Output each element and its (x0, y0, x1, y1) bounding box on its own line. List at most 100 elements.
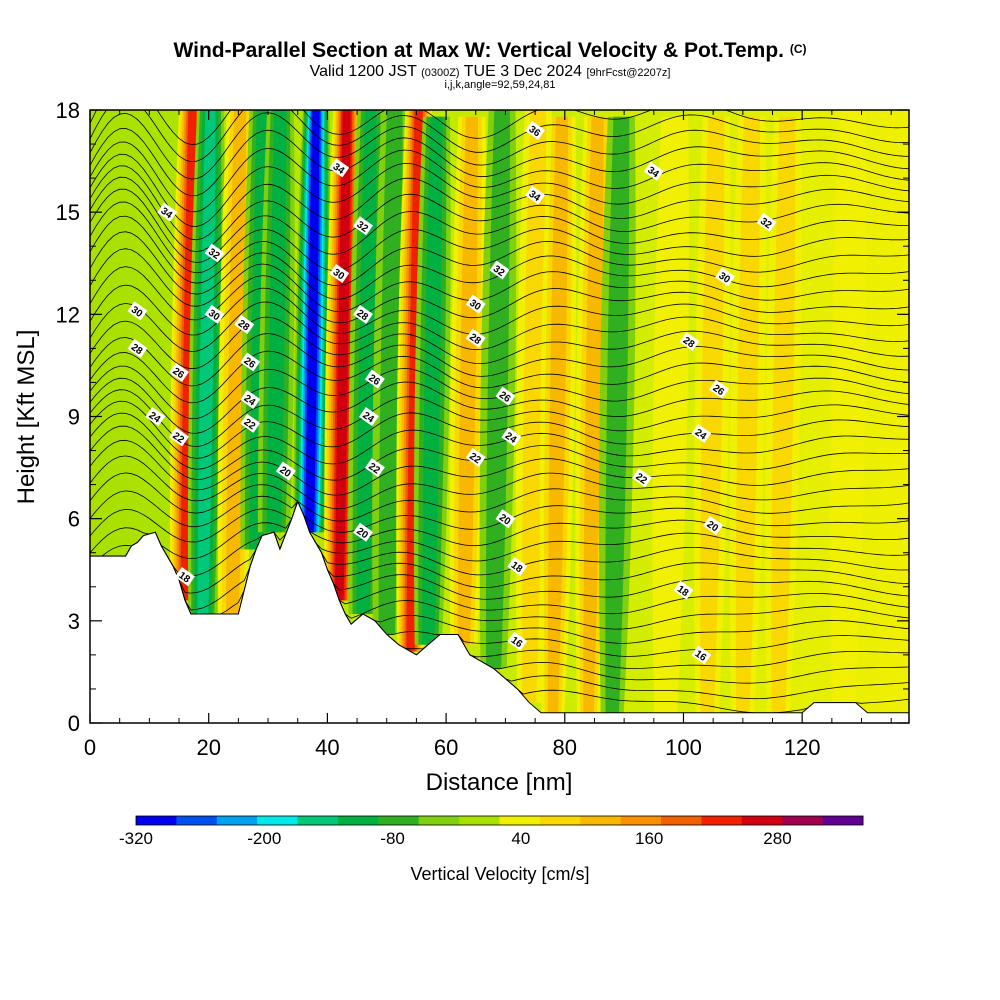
contour-label-bg (358, 406, 379, 427)
theta-contour-line (90, 153, 909, 227)
contour-label-bg (234, 315, 255, 335)
colorbar-segment (539, 816, 581, 825)
theta-contour-label: 36 (525, 120, 546, 140)
contour-label-bg (353, 304, 373, 324)
theta-contour-label: 34 (157, 202, 178, 222)
theta-contour-label: 32 (353, 216, 373, 236)
theta-contour-line (90, 500, 909, 577)
theta-contour-label: 24 (691, 424, 712, 444)
colorbar-segment (418, 816, 460, 825)
contour-label-bg (715, 267, 736, 287)
colorbar (135, 815, 864, 826)
theta-contour-label: 22 (240, 413, 261, 433)
contour-label-bg (501, 427, 522, 447)
contour-label-bg (364, 458, 385, 478)
velocity-band-level (547, 116, 569, 713)
theta-contour-label: 32 (489, 260, 510, 280)
contour-label-bg (495, 386, 516, 406)
theta-contour-label: 22 (364, 458, 385, 478)
chart-title-text: Wind-Parallel Section at Max W: Vertical… (173, 39, 784, 62)
velocity-band-level (266, 110, 287, 533)
theta-contour-label: 30 (715, 267, 736, 287)
theta-contour-line (90, 490, 909, 533)
contour-label-bg (174, 567, 195, 587)
velocity-band-level (180, 110, 197, 601)
y-tick-label: 18 (56, 98, 80, 123)
theta-contour-label: 34 (643, 161, 664, 181)
theta-contour-line (90, 188, 909, 264)
contour-label-bg (169, 362, 190, 382)
x-tick-label: 60 (434, 735, 458, 760)
theta-contour-label: 20 (495, 509, 516, 529)
theta-contour-line (90, 350, 909, 404)
theta-contour-label: 26 (240, 352, 261, 372)
contour-label-bg (329, 263, 350, 283)
contour-label-bg (631, 468, 652, 488)
velocity-band (479, 110, 517, 669)
theta-contour-line (90, 439, 909, 496)
colorbar-segment (216, 816, 258, 825)
theta-contour-line (90, 377, 909, 434)
contour-label-bg (643, 161, 664, 181)
velocity-band-level (356, 110, 377, 615)
contour-label-bg (507, 556, 528, 576)
theta-contour-label: 28 (353, 304, 373, 324)
y-tick-label: 12 (56, 302, 80, 327)
colorbar-segment (620, 816, 662, 825)
x-axis-ticks: 0 20 40 60 80 100 120 (84, 110, 892, 760)
colorbar-segment (297, 816, 339, 825)
colorbar-segment (701, 816, 743, 825)
theta-contour-line (90, 389, 909, 448)
theta-contour-line (90, 165, 909, 241)
velocity-band (348, 110, 385, 615)
subtitle-date: TUE 3 Dec 2024 (464, 63, 582, 80)
theta-contour-label: 22 (465, 447, 486, 467)
colorbar-segment (257, 816, 299, 825)
theta-contour-label: 34 (525, 185, 546, 205)
theta-contour-line (90, 500, 909, 615)
theta-contour-label: 28 (234, 315, 255, 335)
contour-label-bg (691, 645, 712, 665)
theta-contour-label: 34 (329, 158, 350, 178)
colorbar-segment (822, 816, 864, 825)
contour-label-bg (204, 304, 225, 324)
contour-label-bg (507, 631, 528, 651)
subtitle-valid: Valid 1200 JST (310, 63, 418, 80)
y-tick-label: 3 (68, 609, 80, 634)
contour-label-bg (756, 212, 777, 232)
theta-contour-label: 20 (275, 461, 296, 481)
colorbar-tick-label: -200 (247, 829, 281, 848)
velocity-band-level (485, 110, 510, 669)
contour-label-bg (240, 352, 261, 372)
theta-contour-line (90, 112, 909, 180)
subtitle-ijk: i,j,k,angle=92,59,24,81 (444, 79, 555, 91)
theta-contour-label: 22 (169, 427, 190, 447)
x-tick-label: 20 (196, 735, 220, 760)
theta-contour-label: 32 (204, 243, 225, 263)
theta-contour-label: 26 (364, 369, 385, 389)
x-tick-label: 120 (784, 735, 821, 760)
contour-label-bg (465, 447, 486, 467)
contour-label-bg (204, 243, 225, 263)
contour-label-bg (353, 522, 373, 542)
theta-contour-line (90, 455, 909, 510)
theta-contour-line (90, 284, 909, 336)
colorbar-tick-labels: -320 -200 -80 40 160 280 (119, 829, 792, 848)
colorbar-tick-label: 280 (763, 829, 791, 848)
theta-contour-line (90, 500, 909, 594)
contour-label-bg (240, 389, 261, 409)
theta-contour-label: 18 (507, 556, 528, 576)
y-axis-title: Height [Kft MSL] (13, 330, 40, 505)
velocity-band (598, 116, 636, 713)
velocity-band (187, 110, 225, 615)
theta-contour-line (90, 176, 909, 253)
colorbar-segment (782, 816, 824, 825)
contour-label-bg (145, 406, 166, 427)
contour-label-bg (465, 328, 486, 348)
theta-contour-label: 26 (495, 386, 516, 406)
velocity-band-level (583, 116, 604, 713)
